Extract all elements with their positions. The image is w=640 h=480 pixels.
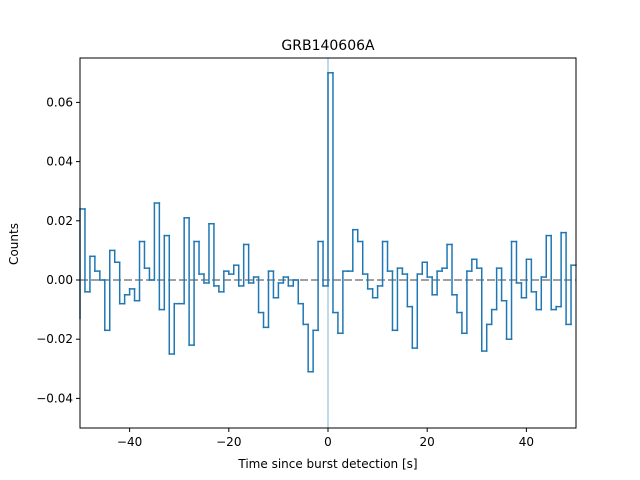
x-tick-label: 20	[420, 435, 435, 449]
y-tick-label: 0.06	[46, 95, 73, 109]
y-tick-label: 0.00	[46, 273, 73, 287]
axis-ticks: −40 −20 0 20 40 −0.04 −0.02 0.00 0.02 0.04 0.06	[36, 95, 534, 449]
y-tick-label: −0.04	[36, 391, 73, 405]
plot-area	[79, 58, 577, 428]
y-tick-label: 0.02	[46, 214, 73, 228]
x-axis-label: Time since burst detection [s]	[237, 457, 417, 471]
x-tick-label: 0	[324, 435, 332, 449]
y-tick-label: −0.02	[36, 332, 73, 346]
x-tick-label: −40	[117, 435, 142, 449]
step-series	[79, 72, 577, 373]
chart-title: GRB140606A	[281, 38, 375, 54]
x-tick-label: 40	[519, 435, 534, 449]
y-axis-label: Counts	[7, 223, 21, 265]
plot-frame	[79, 57, 577, 429]
y-tick-label: 0.04	[46, 155, 73, 169]
x-tick-label: −20	[216, 435, 241, 449]
